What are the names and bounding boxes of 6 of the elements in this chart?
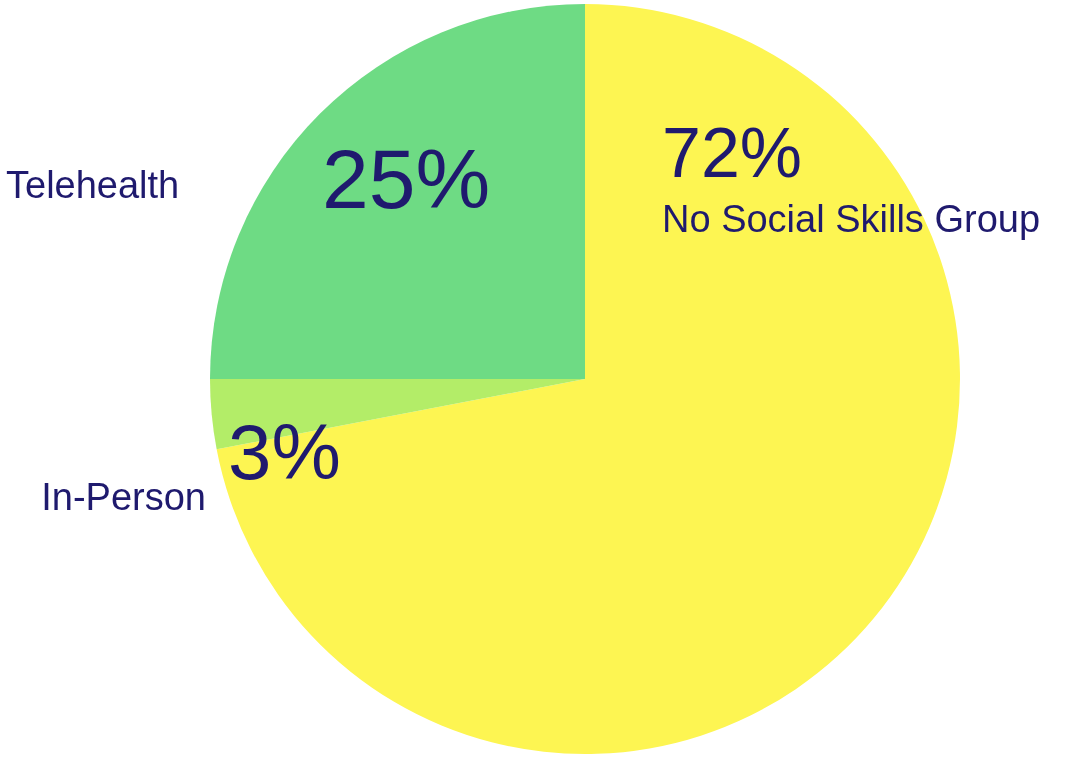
data-label: 72% <box>662 114 803 193</box>
data-label: 3% <box>228 407 341 496</box>
data-label: 25% <box>322 132 491 227</box>
slice-label: In-Person <box>41 476 206 519</box>
slice-label: No Social Skills Group <box>662 198 1041 241</box>
slice-label: Telehealth <box>6 164 180 207</box>
